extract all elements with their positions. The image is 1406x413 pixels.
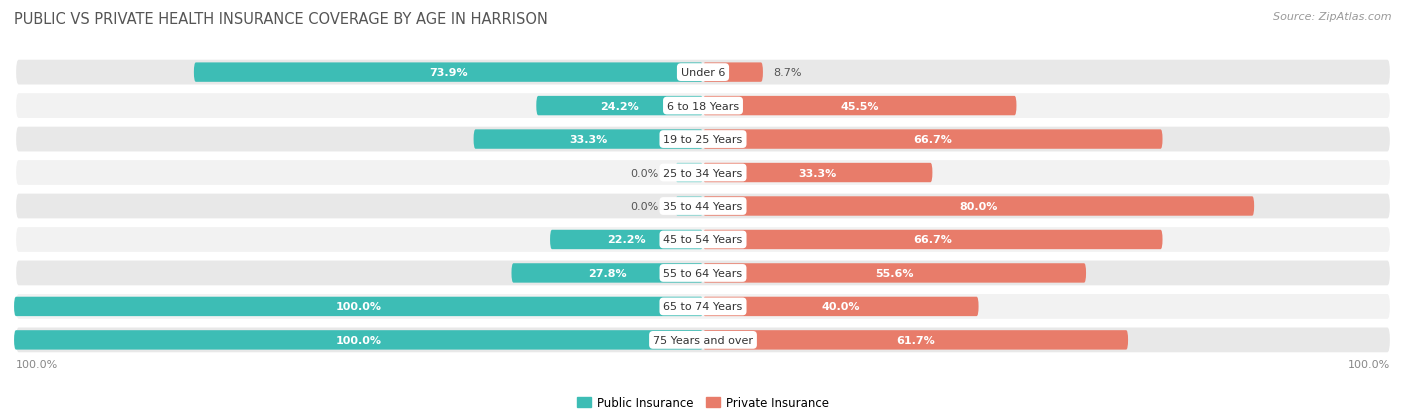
Text: 24.2%: 24.2%: [600, 101, 638, 112]
Text: 45 to 54 Years: 45 to 54 Years: [664, 235, 742, 245]
Text: 0.0%: 0.0%: [630, 168, 658, 178]
FancyBboxPatch shape: [14, 297, 703, 316]
Text: 66.7%: 66.7%: [914, 235, 952, 245]
FancyBboxPatch shape: [15, 194, 1391, 219]
FancyBboxPatch shape: [474, 130, 703, 150]
Text: 65 to 74 Years: 65 to 74 Years: [664, 301, 742, 312]
Text: 19 to 25 Years: 19 to 25 Years: [664, 135, 742, 145]
Text: PUBLIC VS PRIVATE HEALTH INSURANCE COVERAGE BY AGE IN HARRISON: PUBLIC VS PRIVATE HEALTH INSURANCE COVER…: [14, 12, 548, 27]
FancyBboxPatch shape: [703, 263, 1085, 283]
FancyBboxPatch shape: [15, 294, 1391, 319]
FancyBboxPatch shape: [536, 97, 703, 116]
FancyBboxPatch shape: [15, 61, 1391, 85]
Text: 8.7%: 8.7%: [773, 68, 801, 78]
Text: Source: ZipAtlas.com: Source: ZipAtlas.com: [1274, 12, 1392, 22]
Text: 22.2%: 22.2%: [607, 235, 645, 245]
FancyBboxPatch shape: [14, 330, 703, 350]
Text: 100.0%: 100.0%: [336, 335, 381, 345]
FancyBboxPatch shape: [703, 230, 1163, 249]
Text: 45.5%: 45.5%: [841, 101, 879, 112]
FancyBboxPatch shape: [703, 130, 1163, 150]
FancyBboxPatch shape: [703, 330, 1128, 350]
FancyBboxPatch shape: [15, 161, 1391, 185]
FancyBboxPatch shape: [15, 328, 1391, 352]
FancyBboxPatch shape: [703, 197, 1254, 216]
FancyBboxPatch shape: [15, 127, 1391, 152]
Text: Under 6: Under 6: [681, 68, 725, 78]
Text: 100.0%: 100.0%: [15, 359, 59, 369]
Text: 27.8%: 27.8%: [588, 268, 627, 278]
FancyBboxPatch shape: [15, 261, 1391, 286]
Text: 55.6%: 55.6%: [876, 268, 914, 278]
Legend: Public Insurance, Private Insurance: Public Insurance, Private Insurance: [572, 392, 834, 413]
Text: 73.9%: 73.9%: [429, 68, 468, 78]
FancyBboxPatch shape: [194, 63, 703, 83]
Text: 0.0%: 0.0%: [630, 202, 658, 211]
FancyBboxPatch shape: [512, 263, 703, 283]
FancyBboxPatch shape: [675, 164, 703, 183]
Text: 61.7%: 61.7%: [896, 335, 935, 345]
Text: 33.3%: 33.3%: [799, 168, 837, 178]
Text: 100.0%: 100.0%: [336, 301, 381, 312]
FancyBboxPatch shape: [703, 297, 979, 316]
Text: 55 to 64 Years: 55 to 64 Years: [664, 268, 742, 278]
Text: 25 to 34 Years: 25 to 34 Years: [664, 168, 742, 178]
Text: 40.0%: 40.0%: [821, 301, 860, 312]
FancyBboxPatch shape: [550, 230, 703, 249]
FancyBboxPatch shape: [675, 197, 703, 216]
Text: 6 to 18 Years: 6 to 18 Years: [666, 101, 740, 112]
Text: 100.0%: 100.0%: [1347, 359, 1391, 369]
Text: 33.3%: 33.3%: [569, 135, 607, 145]
Text: 35 to 44 Years: 35 to 44 Years: [664, 202, 742, 211]
FancyBboxPatch shape: [703, 97, 1017, 116]
FancyBboxPatch shape: [703, 164, 932, 183]
Text: 66.7%: 66.7%: [914, 135, 952, 145]
Text: 75 Years and over: 75 Years and over: [652, 335, 754, 345]
FancyBboxPatch shape: [15, 94, 1391, 119]
FancyBboxPatch shape: [15, 228, 1391, 252]
FancyBboxPatch shape: [703, 63, 763, 83]
Text: 80.0%: 80.0%: [959, 202, 998, 211]
